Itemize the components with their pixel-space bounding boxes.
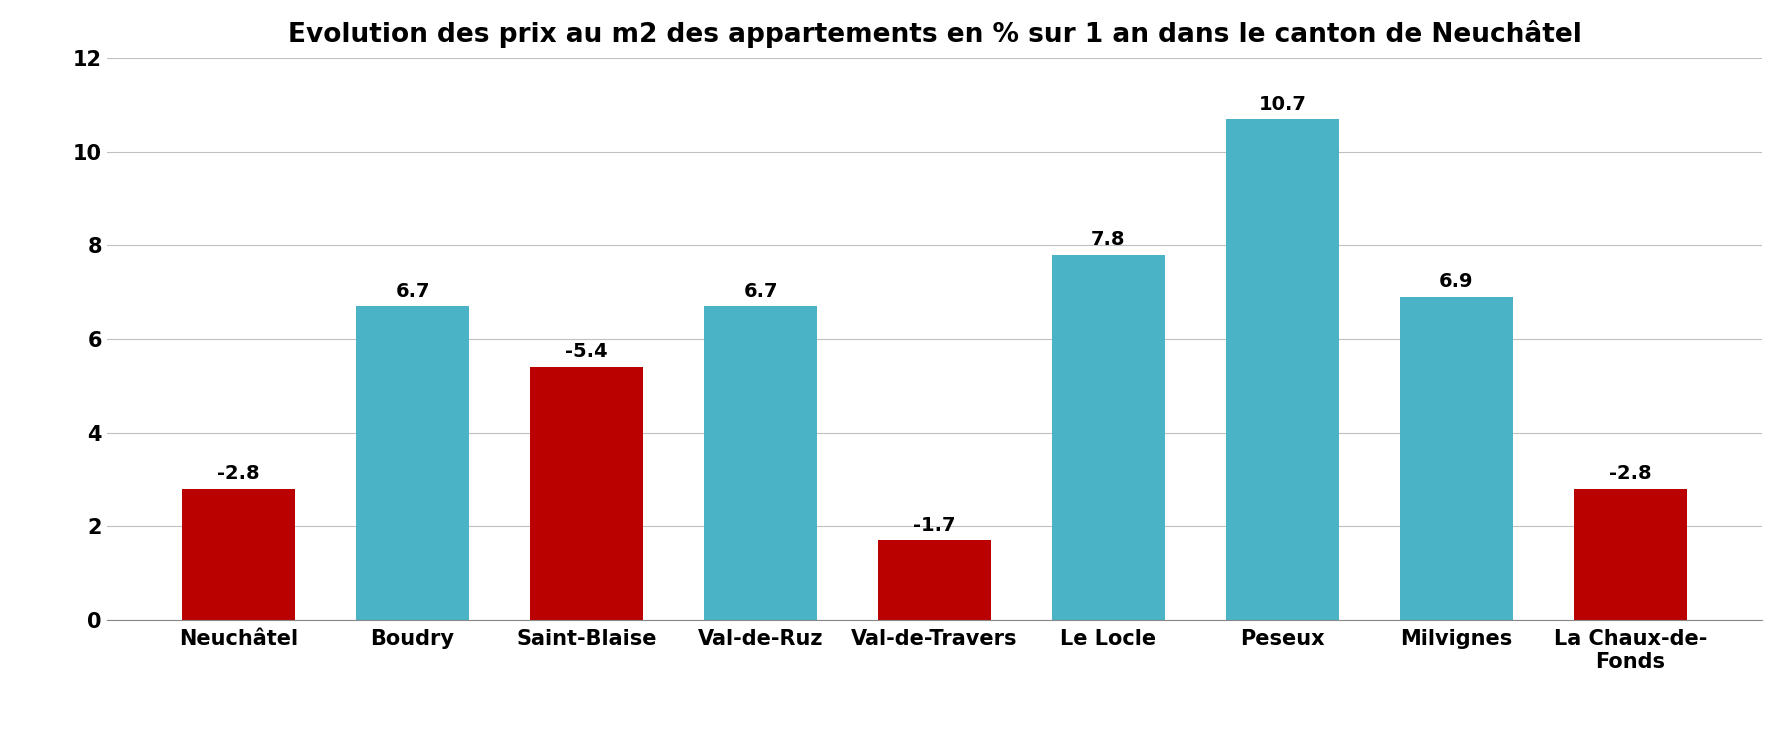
Bar — [1226, 119, 1339, 620]
Bar — [182, 488, 295, 620]
Bar — [1574, 488, 1687, 620]
Text: 6.7: 6.7 — [744, 281, 778, 300]
Title: Evolution des prix au m2 des appartements en % sur 1 an dans le canton de Neuchâ: Evolution des prix au m2 des appartement… — [288, 20, 1581, 47]
Text: -5.4: -5.4 — [566, 343, 607, 362]
Bar — [356, 306, 470, 620]
Text: 6.9: 6.9 — [1440, 272, 1474, 292]
Bar — [703, 306, 817, 620]
Text: -1.7: -1.7 — [913, 515, 956, 534]
Text: 7.8: 7.8 — [1091, 230, 1125, 249]
Text: -2.8: -2.8 — [217, 464, 260, 483]
Bar — [1052, 255, 1166, 620]
Bar — [878, 540, 991, 620]
Bar — [1399, 297, 1513, 620]
Text: -2.8: -2.8 — [1609, 464, 1652, 483]
Bar — [530, 367, 643, 620]
Text: 10.7: 10.7 — [1258, 95, 1307, 114]
Text: 6.7: 6.7 — [395, 281, 429, 300]
